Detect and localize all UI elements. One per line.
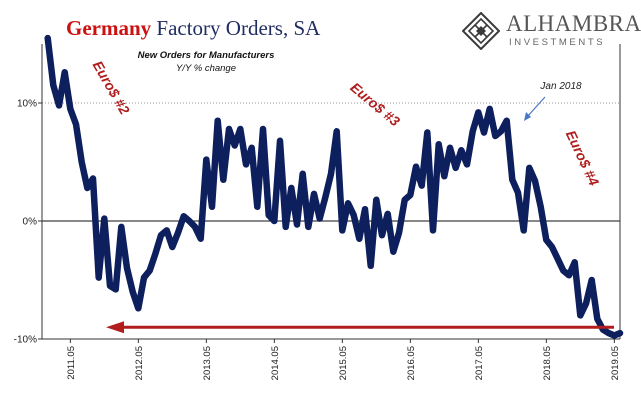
y-tick-label: 0% — [23, 217, 38, 228]
x-tick-label: 2019.05 — [610, 346, 621, 380]
euro-annotation: Euro$ #3 — [347, 79, 403, 129]
y-tick-label: -10% — [14, 335, 37, 346]
euro-annotation: Euro$ #2 — [90, 58, 134, 117]
jan-2018-arrow-line — [526, 96, 546, 118]
chart-title: Germany Factory Orders, SA — [66, 16, 320, 41]
chart-subtitle-units: Y/Y % change — [176, 63, 236, 74]
x-tick-label: 2012.05 — [134, 346, 145, 380]
x-tick-label: 2016.05 — [406, 346, 417, 380]
x-tick-label: 2017.05 — [474, 346, 485, 380]
x-tick-label: 2018.05 — [542, 346, 553, 380]
diamond-lattice-icon — [462, 12, 500, 50]
red-arrow-head — [106, 321, 124, 334]
x-tick-label: 2011.05 — [66, 346, 77, 380]
jan-2018-arrow-head — [524, 112, 531, 121]
x-tick-label: 2013.05 — [202, 346, 213, 380]
title-highlight: Germany — [66, 16, 152, 40]
axes: 10% 0% -10% 2011.05 2012.05 2013.05 2014.05 201… — [14, 44, 621, 380]
chart-subtitle: New Orders for Manufacturers — [138, 50, 275, 61]
title-rest: Factory Orders, SA — [151, 16, 321, 40]
brand-logo: ALHAMBRA INVESTMENTS — [460, 10, 641, 50]
jan-2018-label: Jan 2018 — [539, 81, 582, 92]
x-tick-label: 2014.05 — [270, 346, 281, 380]
logo-sub: INVESTMENTS — [509, 37, 606, 48]
y-tick-label: 10% — [17, 99, 37, 110]
series-layer — [44, 34, 624, 339]
euro-annotation: Euro$ #4 — [563, 128, 603, 189]
grid-lines — [42, 102, 620, 340]
logo-name: ALHAMBRA — [506, 11, 641, 36]
x-tick-label: 2015.05 — [338, 346, 349, 380]
series-line — [44, 34, 624, 339]
